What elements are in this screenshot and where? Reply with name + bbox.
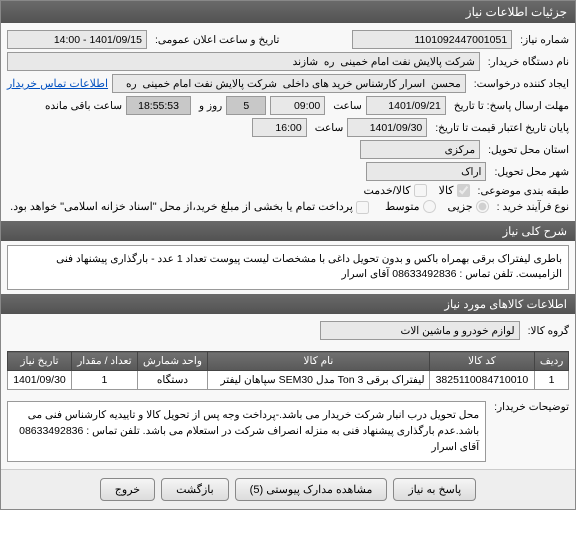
cell-code: 3825110084710010 — [429, 371, 535, 390]
remain-days — [226, 96, 266, 115]
remain-suffix: ساعت باقی مانده — [41, 100, 122, 112]
group-label: گروه کالا: — [524, 325, 569, 337]
cell-unit: دستگاه — [137, 371, 208, 390]
remain-mid: روز و — [195, 100, 222, 112]
footer-bar: پاسخ به نیاز مشاهده مدارک پیوستی (5) باز… — [1, 469, 575, 509]
deadline-time — [270, 96, 325, 115]
items-header: اطلاعات کالاهای مورد نیاز — [1, 294, 575, 314]
cell-idx: 1 — [535, 371, 569, 390]
col-qty: تعداد / مقدار — [72, 352, 138, 371]
group-field — [320, 321, 520, 340]
col-idx: ردیف — [535, 352, 569, 371]
validity-label: پایان تاریخ اعتبار قیمت تا تاریخ: — [431, 122, 569, 134]
cell-name: لیفتراک برقی Ton 3 مدل SEM30 سپاهان لیفت… — [208, 371, 429, 390]
pay-note: پرداخت تمام یا بخشی از مبلغ خرید،از محل … — [10, 201, 353, 213]
city-label: شهر محل تحویل: — [490, 166, 569, 178]
proc-low-label: جزیی — [448, 200, 473, 213]
time-label-2: ساعت — [311, 122, 344, 134]
table-row[interactable]: 1 3825110084710010 لیفتراک برقی Ton 3 مد… — [8, 371, 569, 390]
need-no-field — [352, 30, 512, 49]
requester-field — [112, 74, 466, 93]
cat-service-check — [414, 184, 427, 197]
category-label: طبقه بندی موضوعی: — [474, 185, 569, 197]
province-field — [360, 140, 480, 159]
col-code: کد کالا — [429, 352, 535, 371]
deadline-date — [366, 96, 446, 115]
province-label: استان محل تحویل: — [484, 144, 569, 156]
proc-low-radio — [476, 200, 489, 213]
table-header-row: ردیف کد کالا نام کالا واحد شمارش تعداد /… — [8, 352, 569, 371]
contact-link[interactable]: اطلاعات تماس خریدار — [7, 77, 108, 90]
exit-button[interactable]: خروج — [100, 478, 155, 501]
col-name: نام کالا — [208, 352, 429, 371]
process-label: نوع فرآیند خرید : — [493, 201, 569, 213]
validity-date — [347, 118, 427, 137]
proc-mid-label: متوسط — [385, 200, 420, 213]
window-title: جزئیات اطلاعات نیاز — [1, 1, 575, 23]
attachments-button[interactable]: مشاهده مدارک پیوستی (5) — [235, 478, 388, 501]
cat-service-label: کالا/خدمت — [363, 184, 410, 197]
main-form: شماره نیاز: تاریخ و ساعت اعلان عمومی: نا… — [1, 23, 575, 221]
requester-label: ایجاد کننده درخواست: — [470, 78, 569, 90]
pay-note-check — [356, 201, 369, 214]
need-no-label: شماره نیاز: — [516, 34, 569, 46]
buyer-note-label: توضیحات خریدار: — [490, 401, 569, 413]
items-table-wrap: ردیف کد کالا نام کالا واحد شمارش تعداد /… — [7, 351, 569, 390]
cat-goods-check — [457, 184, 470, 197]
desc-text: باطری لیفتراک برقی بهمراه باکس و بدون تح… — [7, 245, 569, 291]
col-date: تاریخ نیاز — [8, 352, 72, 371]
items-table: ردیف کد کالا نام کالا واحد شمارش تعداد /… — [7, 351, 569, 390]
category-group: کالا کالا/خدمت — [363, 184, 469, 197]
buyer-field — [7, 52, 480, 71]
announce-label: تاریخ و ساعت اعلان عمومی: — [151, 34, 279, 46]
desc-header: شرح کلی نیاز — [1, 221, 575, 241]
cell-qty: 1 — [72, 371, 138, 390]
col-unit: واحد شمارش — [137, 352, 208, 371]
proc-mid-radio — [423, 200, 436, 213]
city-field — [366, 162, 486, 181]
back-button[interactable]: بازگشت — [161, 478, 229, 501]
buyer-note: محل تحویل درب انبار شرکت خریدار می باشد.… — [7, 401, 486, 462]
validity-time — [252, 118, 307, 137]
cat-goods-label: کالا — [439, 184, 454, 197]
reply-button[interactable]: پاسخ به نیاز — [393, 478, 476, 501]
buyer-label: نام دستگاه خریدار: — [484, 56, 569, 68]
process-group: جزیی متوسط — [385, 200, 489, 213]
need-details-window: جزئیات اطلاعات نیاز شماره نیاز: تاریخ و … — [0, 0, 576, 510]
time-label-1: ساعت — [329, 100, 362, 112]
announce-field — [7, 30, 147, 49]
remain-time — [126, 96, 191, 115]
cell-date: 1401/09/30 — [8, 371, 72, 390]
deadline-label: مهلت ارسال پاسخ: تا تاریخ — [450, 100, 569, 112]
